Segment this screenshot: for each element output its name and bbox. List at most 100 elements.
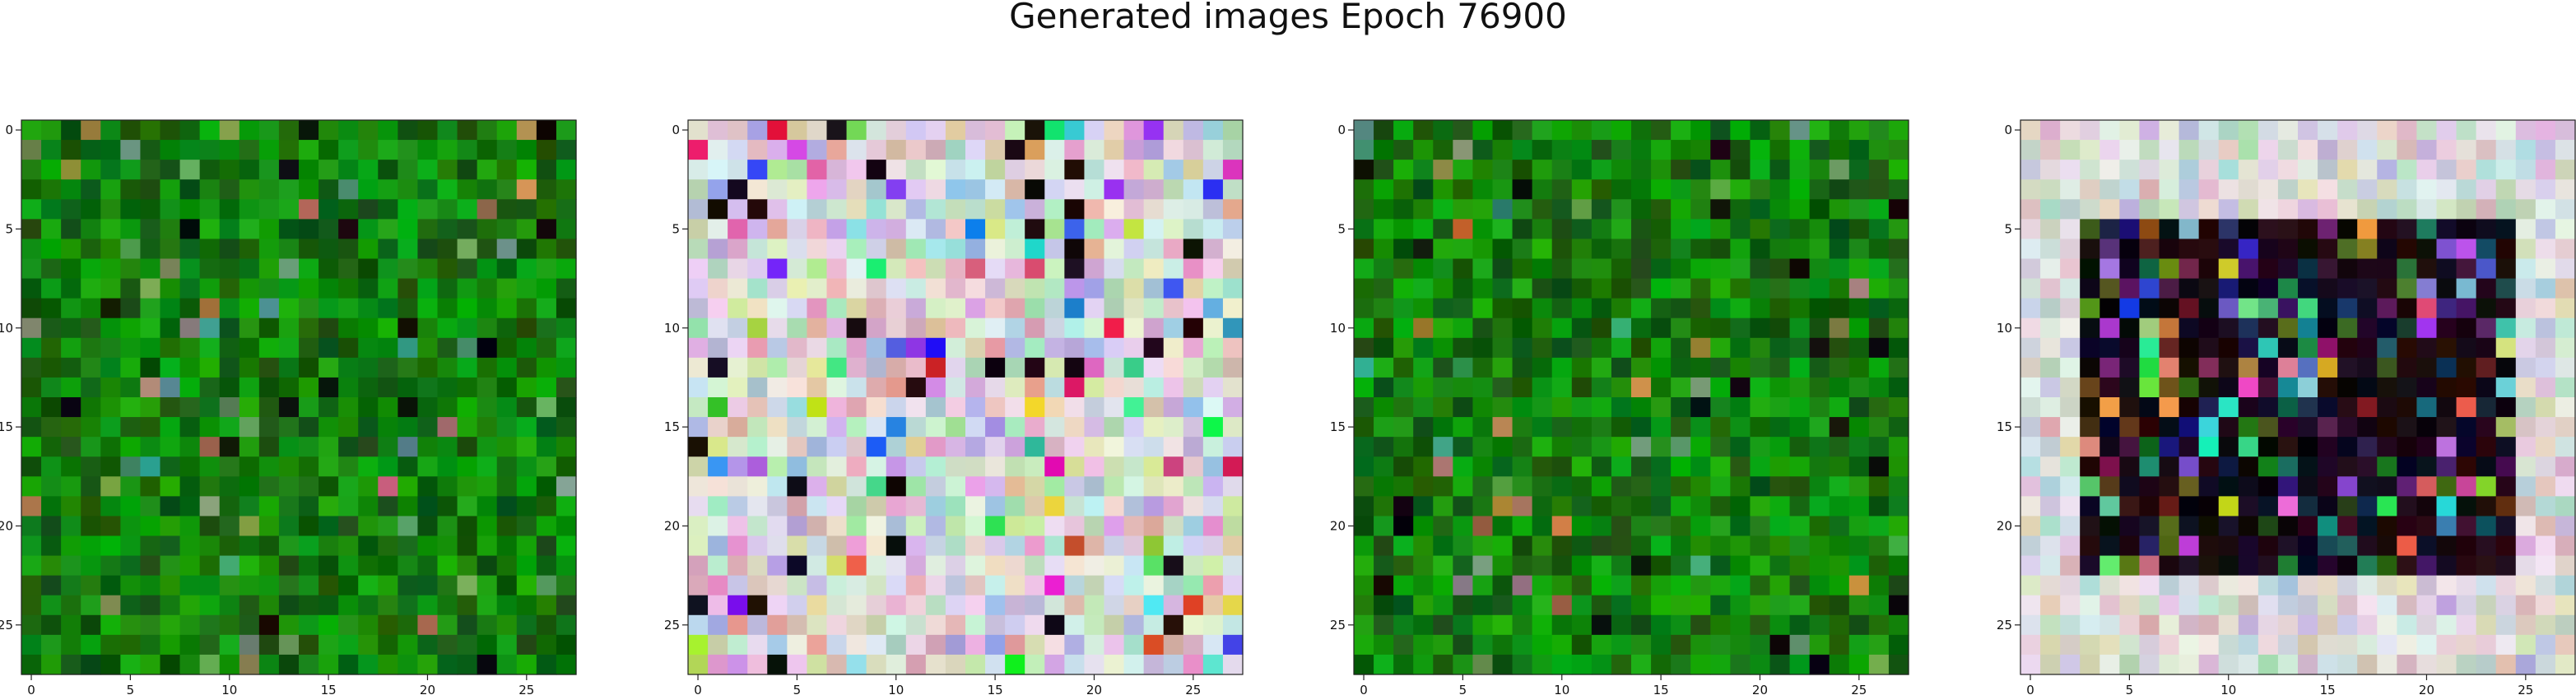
image-pixel	[1123, 397, 1145, 418]
image-pixel	[985, 575, 1006, 596]
image-pixel	[2277, 575, 2299, 596]
image-pixel	[1532, 575, 1553, 596]
image-pixel	[2298, 437, 2318, 457]
image-pixel	[728, 476, 748, 497]
image-pixel	[905, 535, 927, 557]
image-pixel	[496, 614, 518, 636]
image-pixel	[2119, 555, 2141, 577]
image-pixel	[2198, 595, 2220, 616]
image-pixel	[496, 476, 518, 497]
image-pixel	[239, 258, 260, 280]
image-pixel	[2337, 555, 2358, 577]
image-pixel	[1631, 634, 1652, 656]
image-pixel	[1868, 337, 1890, 359]
image-pixel	[2357, 634, 2378, 656]
image-pixel	[2060, 634, 2081, 656]
image-pixel	[945, 377, 966, 398]
image-pixel	[2277, 258, 2299, 280]
image-pixel	[2257, 437, 2279, 457]
image-pixel	[688, 258, 709, 280]
image-pixel	[1789, 595, 1811, 616]
image-pixel	[1492, 634, 1514, 656]
image-pixel	[2318, 278, 2338, 299]
image-pixel	[1710, 555, 1731, 577]
image-pixel	[2139, 516, 2160, 537]
image-pixel	[2357, 377, 2378, 398]
image-pixel	[2555, 160, 2576, 180]
image-pixel	[945, 614, 966, 636]
image-pixel	[1374, 298, 1394, 319]
image-pixel	[2515, 140, 2536, 160]
image-pixel	[787, 614, 808, 636]
image-pixel	[2515, 595, 2536, 616]
image-pixel	[2257, 298, 2279, 319]
image-pixel	[925, 654, 946, 675]
image-pixel	[1571, 476, 1593, 497]
image-pixel	[1671, 397, 1691, 418]
image-pixel	[1413, 357, 1434, 378]
image-pixel	[1222, 298, 1244, 319]
image-pixel	[1888, 160, 1909, 180]
image-pixel	[1492, 357, 1514, 378]
image-pixel	[2535, 298, 2556, 319]
image-pixel	[1374, 317, 1394, 339]
image-pixel	[2337, 298, 2358, 319]
image-pixel	[1769, 258, 1791, 280]
image-pixel	[477, 357, 498, 378]
image-pixel	[556, 476, 577, 497]
image-pixel	[1750, 258, 1771, 280]
image-pixel	[1789, 654, 1811, 675]
image-pixel	[41, 199, 62, 220]
image-pixel	[1202, 278, 1224, 299]
image-pixel	[1492, 654, 1514, 675]
image-pixel	[199, 437, 221, 457]
image-pixel	[1413, 140, 1434, 160]
image-pixel	[2080, 179, 2100, 200]
image-pixel	[437, 496, 458, 517]
image-pixel	[2060, 535, 2081, 557]
image-pixel	[1750, 317, 1771, 339]
image-pixel	[826, 634, 848, 656]
image-pixel	[2277, 535, 2299, 557]
image-pixel	[1769, 437, 1791, 457]
image-pixel	[81, 179, 101, 200]
x-tick-label: 25	[1185, 683, 1201, 695]
image-pixel	[1202, 437, 1224, 457]
image-pixel	[985, 456, 1006, 477]
image-pixel	[2080, 377, 2100, 398]
image-pixel	[258, 120, 280, 141]
image-pixel	[477, 298, 498, 319]
image-pixel	[2298, 476, 2318, 497]
image-pixel	[1044, 219, 1065, 240]
image-pixel	[457, 377, 478, 398]
image-pixel	[1393, 555, 1414, 577]
image-pixel	[1789, 317, 1811, 339]
image-pixel	[1551, 298, 1573, 319]
image-pixel	[1472, 555, 1494, 577]
image-pixel	[1769, 535, 1791, 557]
image-pixel	[1492, 317, 1514, 339]
image-pixel	[2377, 417, 2397, 438]
image-pixel	[1472, 278, 1494, 299]
image-pixel	[536, 298, 557, 319]
image-pixel	[2139, 179, 2160, 200]
image-pixel	[1222, 654, 1244, 675]
image-pixel	[1163, 516, 1184, 537]
image-pixel	[1789, 357, 1811, 378]
image-pixel	[100, 258, 121, 280]
image-pixel	[457, 516, 478, 537]
image-pixel	[1591, 496, 1612, 517]
image-pixel	[556, 575, 577, 596]
image-pixel	[2060, 555, 2081, 577]
image-pixel	[239, 140, 260, 160]
image-pixel	[2555, 199, 2576, 220]
image-pixel	[945, 535, 966, 557]
image-pixel	[787, 337, 808, 359]
image-pixel	[1143, 595, 1165, 616]
image-pixel	[2515, 516, 2536, 537]
image-pixel	[2277, 397, 2299, 418]
image-pixel	[299, 179, 319, 200]
image-pixel	[2178, 199, 2200, 220]
image-pixel	[2416, 614, 2438, 636]
image-pixel	[905, 278, 927, 299]
